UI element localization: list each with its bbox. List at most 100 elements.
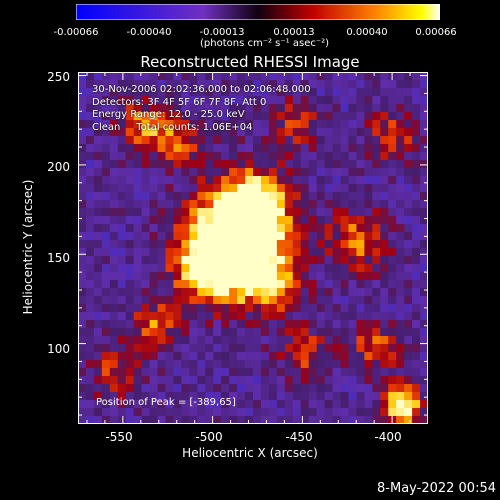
heatmap-cell	[93, 232, 103, 241]
heatmap-cell	[300, 104, 310, 113]
heatmap-cell	[253, 248, 262, 257]
heatmap-cell	[340, 264, 349, 273]
heatmap-cell	[85, 360, 95, 369]
heatmap-cell	[340, 240, 349, 249]
heatmap-cell	[404, 344, 413, 353]
heatmap-cell	[141, 120, 151, 129]
heatmap-cell	[380, 120, 389, 129]
heatmap-cell	[149, 168, 159, 177]
heatmap-cell	[157, 152, 166, 161]
heatmap-cell	[364, 152, 373, 161]
heatmap-cell	[308, 208, 318, 217]
heatmap-cell	[93, 400, 103, 409]
heatmap-cell	[205, 296, 214, 305]
heatmap-cell	[117, 344, 127, 353]
heatmap-cell	[364, 360, 373, 369]
heatmap-cell	[205, 416, 214, 424]
heatmap-cell	[420, 176, 428, 185]
heatmap-cell	[324, 288, 334, 297]
heatmap-cell	[420, 104, 428, 113]
heatmap-cell	[133, 400, 143, 409]
heatmap-cell	[141, 360, 151, 369]
heatmap-cell	[268, 256, 278, 265]
heatmap-cell	[133, 128, 143, 137]
heatmap-cell	[253, 216, 262, 225]
heatmap-cell	[93, 168, 103, 177]
heatmap-cell	[245, 216, 254, 225]
heatmap-cell	[412, 384, 421, 393]
heatmap-cell	[221, 376, 230, 385]
heatmap-cell	[364, 312, 373, 321]
heatmap-cell	[221, 272, 230, 281]
heatmap-cell	[173, 96, 182, 105]
heatmap-cell	[412, 320, 421, 329]
heatmap-cell	[308, 72, 318, 81]
heatmap-cell	[348, 96, 357, 105]
heatmap-cell	[404, 88, 413, 97]
heatmap-cell	[237, 248, 246, 257]
heatmap-cell	[276, 112, 286, 121]
observation-info: 30-Nov-2006 02:02:36.000 to 02:06:48.000…	[92, 84, 311, 134]
heatmap-cell	[149, 176, 159, 185]
heatmap-cell	[284, 120, 294, 129]
heatmap-cell	[284, 88, 294, 97]
heatmap-cell	[221, 312, 230, 321]
heatmap-cell	[109, 416, 119, 424]
heatmap-cell	[173, 120, 182, 129]
heatmap-cell	[316, 80, 326, 89]
heatmap-cell	[141, 392, 151, 401]
heatmap-cell	[165, 88, 174, 97]
heatmap-cell	[340, 336, 349, 345]
heatmap-cell	[197, 72, 206, 81]
heatmap-cell	[300, 192, 310, 201]
heatmap-cell	[85, 208, 95, 217]
heatmap-cell	[133, 360, 143, 369]
heatmap-cell	[332, 336, 341, 345]
heatmap-cell	[420, 312, 428, 321]
heatmap-cell	[284, 336, 294, 345]
heatmap-cell	[284, 240, 294, 249]
heatmap-cell	[324, 240, 334, 249]
heatmap-cell	[93, 312, 103, 321]
heatmap-cell	[420, 200, 428, 209]
heatmap-cell	[420, 152, 428, 161]
heatmap-cell	[316, 184, 326, 193]
heatmap-cell	[340, 120, 349, 129]
heatmap-cell	[292, 304, 302, 313]
heatmap-cell	[316, 368, 326, 377]
heatmap-cell	[308, 272, 318, 281]
heatmap-cell	[388, 96, 397, 105]
heatmap-cell	[260, 72, 270, 81]
heatmap-cell	[117, 224, 127, 233]
heatmap-cell	[109, 384, 119, 393]
heatmap-cell	[380, 128, 389, 137]
heatmap-cell	[372, 144, 381, 153]
heatmap-cell	[197, 192, 206, 201]
heatmap-cell	[93, 248, 103, 257]
heatmap-cell	[276, 192, 286, 201]
heatmap-cell	[149, 344, 159, 353]
heatmap-cell	[101, 160, 111, 169]
heatmap-cell	[229, 408, 238, 417]
heatmap-cell	[404, 392, 413, 401]
heatmap-cell	[157, 120, 166, 129]
heatmap-cell	[85, 296, 95, 305]
heatmap-cell	[221, 184, 230, 193]
heatmap-cell	[276, 200, 286, 209]
heatmap-cell	[332, 328, 341, 337]
heatmap-cell	[324, 328, 334, 337]
heatmap-cell	[165, 416, 174, 424]
heatmap-cell	[364, 416, 373, 424]
heatmap-cell	[229, 384, 238, 393]
heatmap-cell	[181, 392, 190, 401]
heatmap-cell	[404, 312, 413, 321]
heatmap-cell	[101, 304, 111, 313]
heatmap-cell	[109, 128, 119, 137]
heatmap-cell	[412, 392, 421, 401]
heatmap-cell	[109, 120, 119, 129]
heatmap-cell	[109, 176, 119, 185]
heatmap-cell	[149, 384, 159, 393]
heatmap-cell	[173, 200, 182, 209]
heatmap-cell	[101, 408, 111, 417]
heatmap-cell	[396, 312, 405, 321]
